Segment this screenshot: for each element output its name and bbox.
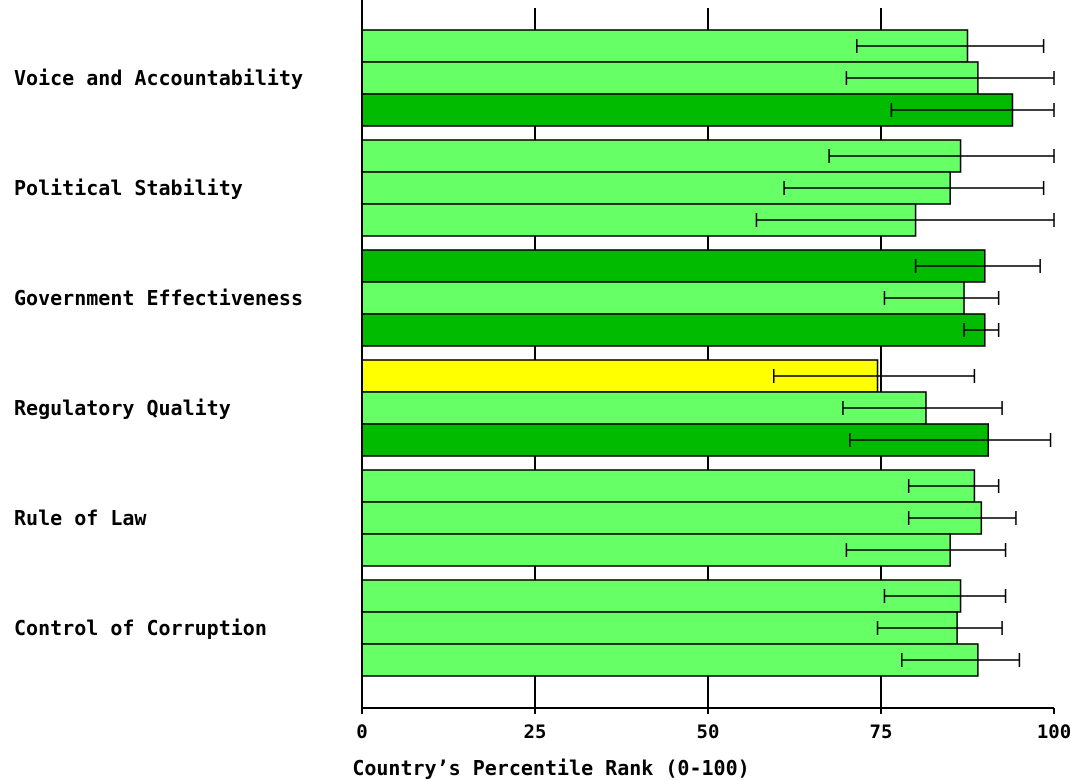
category-label: Voice and Accountability (14, 66, 303, 90)
x-tick-label: 100 (1037, 721, 1071, 743)
bar (361, 249, 986, 283)
bar (361, 611, 958, 645)
category-labels: Voice and Accountability Political Stabil… (14, 66, 303, 640)
error-bars (755, 39, 1055, 667)
category-label: Political Stability (14, 176, 243, 200)
bars (361, 29, 1014, 677)
error-bar (828, 149, 1055, 163)
category-label: Regulatory Quality (14, 396, 231, 420)
error-bar (890, 103, 1055, 117)
x-tick-label: 0 (356, 721, 367, 743)
x-axis-title: Country’s Percentile Rank (0-100) (352, 756, 749, 780)
x-tick-label: 50 (697, 721, 720, 743)
bar (361, 579, 962, 613)
error-bar (845, 71, 1055, 85)
error-bar (907, 479, 1000, 493)
error-bar (849, 433, 1052, 447)
x-tick-label: 75 (870, 721, 893, 743)
bar (361, 391, 927, 425)
error-bar (914, 259, 1041, 273)
error-bar (883, 291, 1000, 305)
error-bar (901, 653, 1021, 667)
error-bar (963, 323, 1000, 337)
error-bar (856, 39, 1045, 53)
bar (361, 469, 976, 503)
x-tick-label: 25 (524, 721, 547, 743)
error-bar (783, 181, 1045, 195)
category-label: Government Effectiveness (14, 286, 303, 310)
category-label: Rule of Law (14, 506, 147, 530)
bar (361, 643, 979, 677)
bar (361, 313, 986, 347)
error-bar (907, 511, 1017, 525)
error-bar (842, 401, 1003, 415)
error-bar (883, 589, 1007, 603)
error-bar (876, 621, 1003, 635)
bar (361, 281, 965, 315)
error-bar (772, 369, 976, 383)
error-bar (755, 213, 1055, 227)
bar (361, 501, 983, 535)
x-axis: 0 25 50 75 100 (356, 0, 1071, 743)
category-label: Control of Corruption (14, 616, 267, 640)
error-bar (845, 543, 1007, 557)
